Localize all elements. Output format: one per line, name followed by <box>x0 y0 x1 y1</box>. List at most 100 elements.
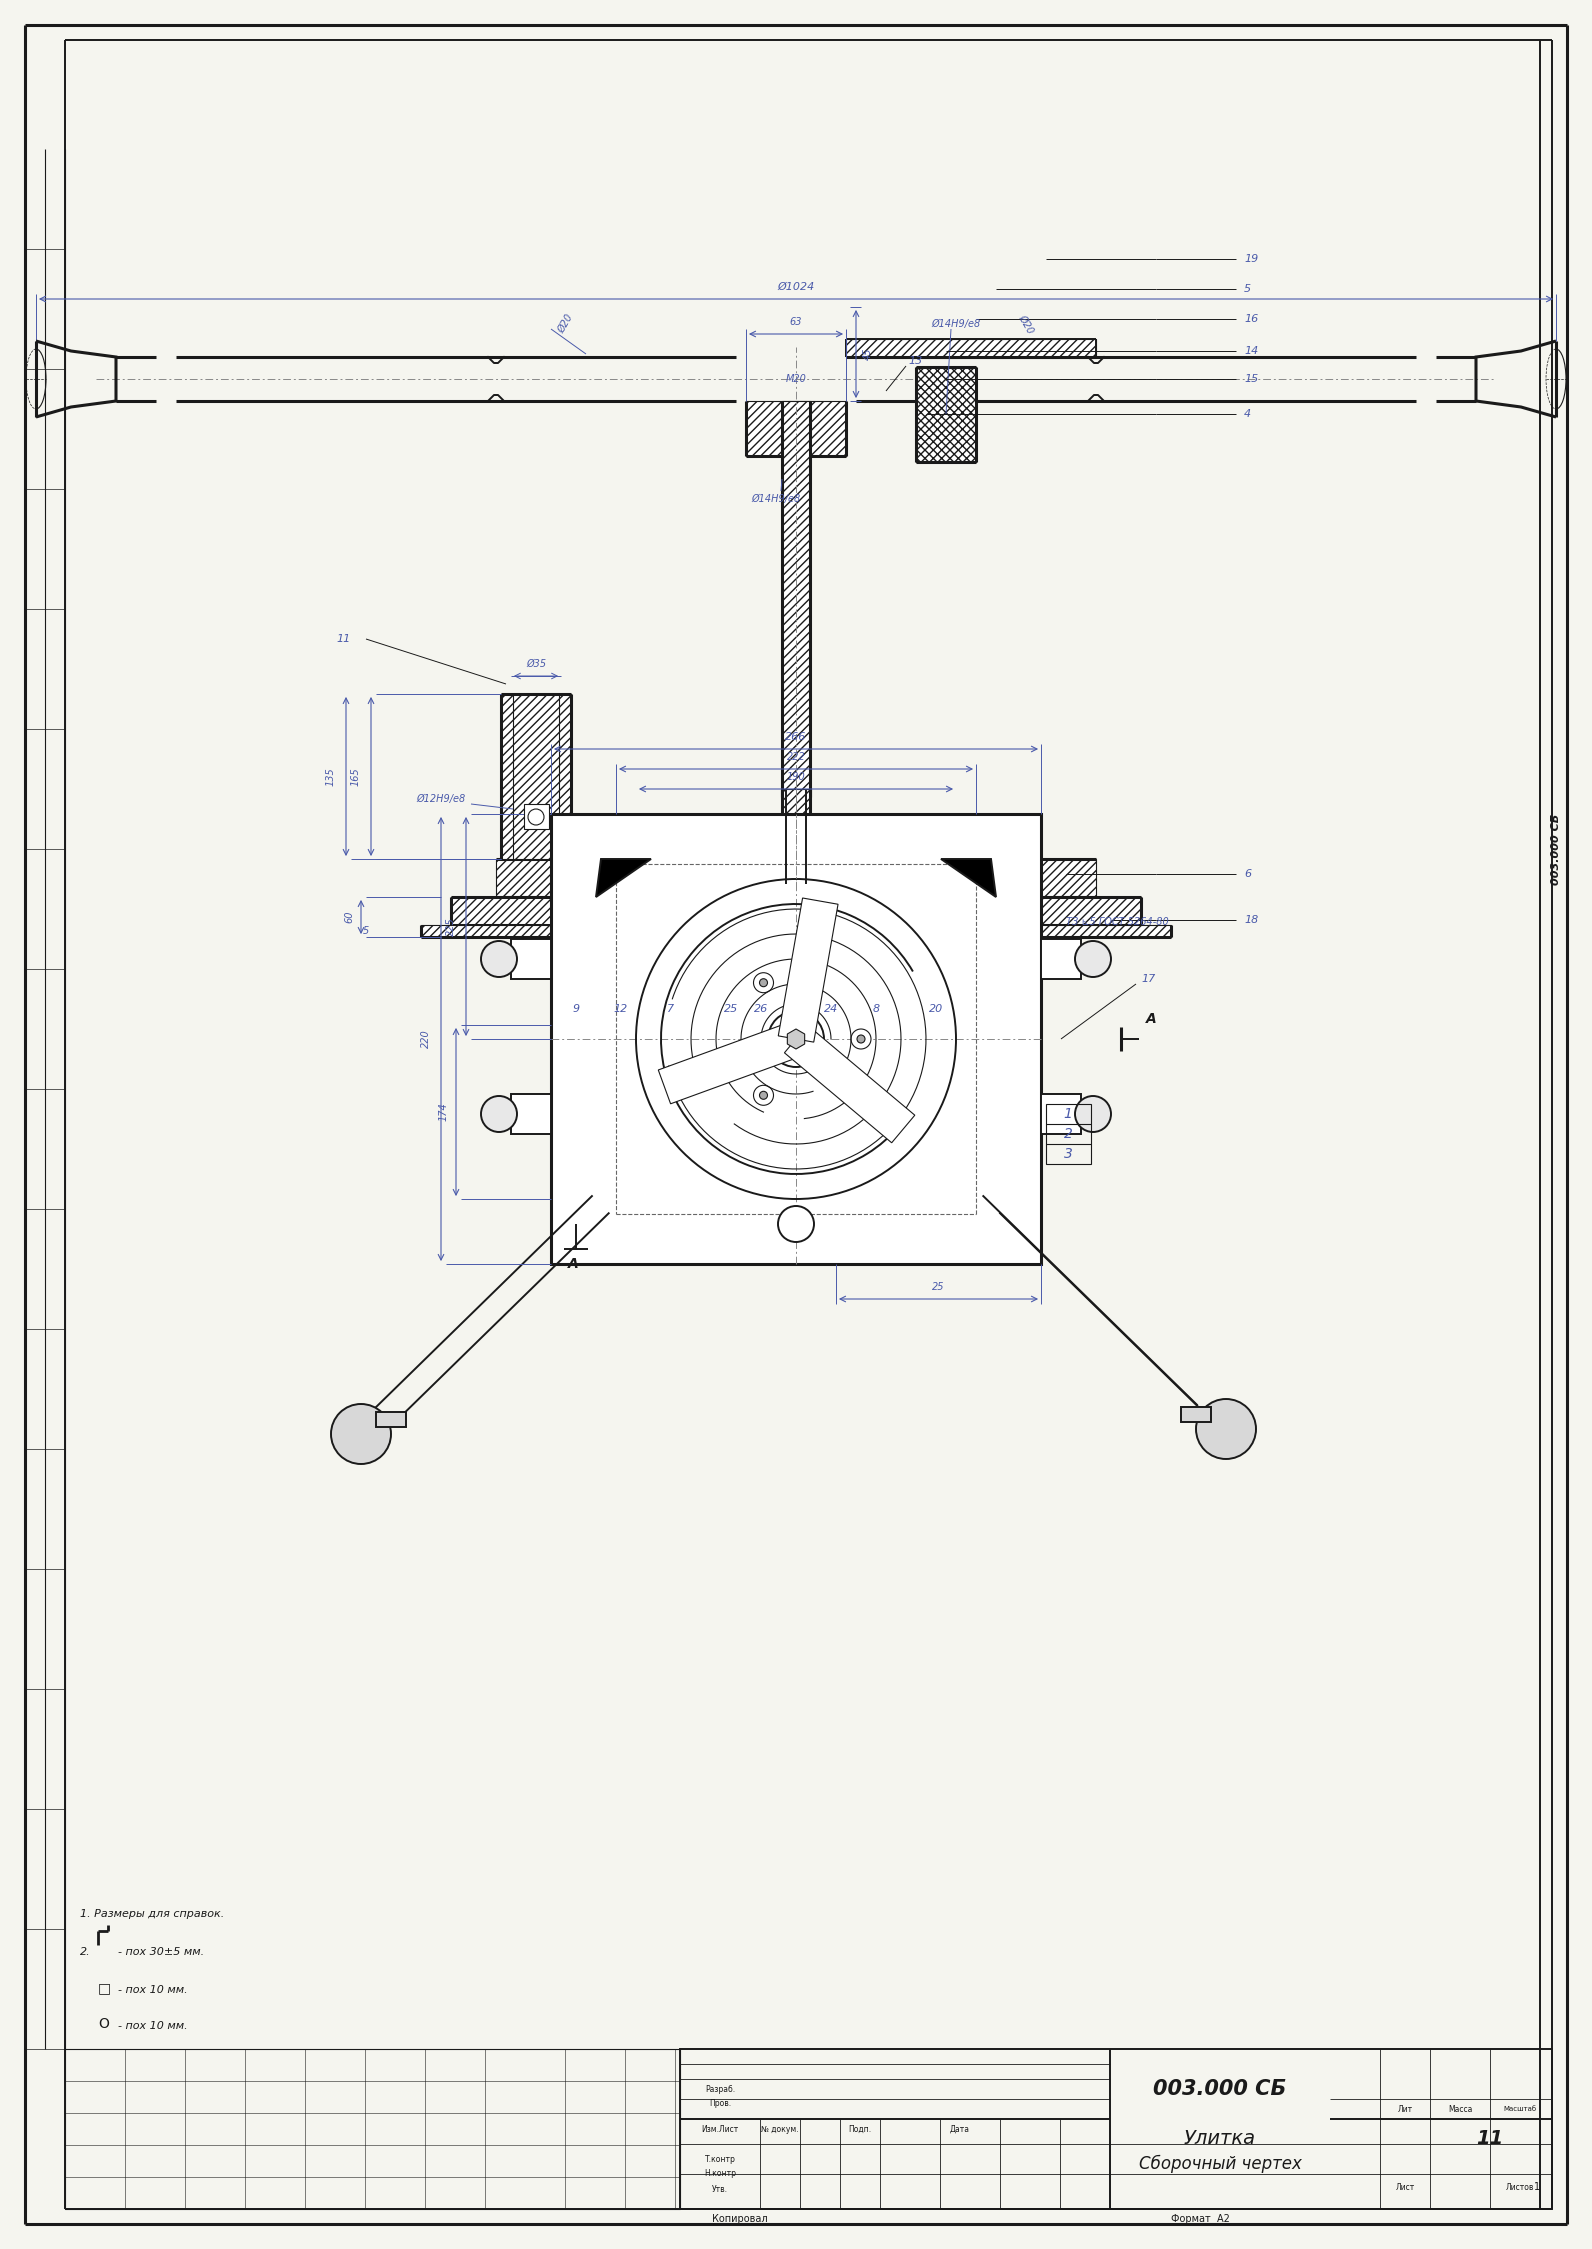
Text: Улитка: Улитка <box>1184 2130 1256 2148</box>
Text: 225: 225 <box>446 918 455 936</box>
Bar <box>747 400 845 457</box>
Text: Дата: Дата <box>950 2125 970 2134</box>
Text: 45: 45 <box>863 349 872 360</box>
Circle shape <box>481 1095 517 1131</box>
Text: Ø20: Ø20 <box>1017 313 1035 335</box>
Text: Н.контр: Н.контр <box>704 2170 736 2179</box>
Circle shape <box>331 1403 392 1464</box>
Bar <box>1041 940 1081 978</box>
Bar <box>1046 1104 1091 1165</box>
Polygon shape <box>595 859 651 897</box>
Text: Подп.: Подп. <box>849 2125 871 2134</box>
Bar <box>551 814 1041 1264</box>
Text: 13: 13 <box>909 355 923 367</box>
Text: 15: 15 <box>1243 373 1258 385</box>
Text: 14: 14 <box>1243 346 1258 355</box>
Text: 165: 165 <box>350 767 361 785</box>
Bar <box>782 400 810 940</box>
Text: 4: 4 <box>1243 409 1251 418</box>
Polygon shape <box>788 1030 804 1048</box>
Polygon shape <box>785 1026 915 1142</box>
Text: 63: 63 <box>790 317 802 326</box>
Circle shape <box>753 1086 774 1104</box>
Text: 17: 17 <box>1141 974 1156 985</box>
Text: Лист: Лист <box>1395 2182 1415 2191</box>
Bar <box>420 924 1172 938</box>
Bar <box>767 938 825 981</box>
Text: 26: 26 <box>755 1003 767 1014</box>
Text: Утв.: Утв. <box>712 2184 728 2193</box>
Text: Лит: Лит <box>1398 2105 1412 2114</box>
Bar <box>524 803 549 830</box>
Text: 135: 135 <box>326 767 336 785</box>
Text: - пох 10 мм.: - пох 10 мм. <box>118 1986 188 1995</box>
Circle shape <box>1075 940 1111 976</box>
Text: 16: 16 <box>1243 315 1258 324</box>
Text: 7: 7 <box>667 1003 675 1014</box>
Bar <box>65 2049 680 2209</box>
Circle shape <box>767 1012 825 1066</box>
Text: 190: 190 <box>786 771 806 783</box>
Circle shape <box>778 1205 814 1241</box>
Polygon shape <box>657 1021 802 1104</box>
Text: Ø35: Ø35 <box>525 659 546 668</box>
Text: 11: 11 <box>1476 2130 1503 2148</box>
Text: 220: 220 <box>420 1030 431 1048</box>
Circle shape <box>759 1091 767 1100</box>
Circle shape <box>856 1035 864 1044</box>
Text: A: A <box>568 1257 578 1271</box>
Text: 18: 18 <box>1243 915 1258 924</box>
Text: 12: 12 <box>615 1003 629 1014</box>
Circle shape <box>1196 1399 1256 1460</box>
Text: Копировал: Копировал <box>712 2213 767 2224</box>
Text: 1: 1 <box>1535 2182 1539 2193</box>
Bar <box>1041 1093 1081 1133</box>
Text: 266: 266 <box>785 731 807 742</box>
Bar <box>451 897 1141 924</box>
Bar <box>1181 1408 1212 1421</box>
Text: Изм.Лист: Изм.Лист <box>702 2125 739 2134</box>
Circle shape <box>759 978 767 987</box>
Text: O: O <box>99 2017 108 2031</box>
Text: Масштаб: Масштаб <box>1503 2105 1536 2112</box>
Text: 2: 2 <box>1063 1127 1073 1140</box>
Text: Ø20: Ø20 <box>557 313 575 335</box>
Text: 11: 11 <box>338 634 350 643</box>
Text: 222: 222 <box>786 751 806 762</box>
Text: 20: 20 <box>928 1003 942 1014</box>
Text: 9: 9 <box>573 1003 579 1014</box>
Circle shape <box>852 1030 871 1048</box>
Polygon shape <box>941 859 997 897</box>
Text: A: A <box>1146 1012 1156 1026</box>
Text: Листов: Листов <box>1506 2182 1535 2191</box>
Text: 2.: 2. <box>80 1948 91 1957</box>
Circle shape <box>753 974 774 992</box>
Text: Ø12Н9/е8: Ø12Н9/е8 <box>417 794 466 803</box>
Text: Масса: Масса <box>1447 2105 1473 2114</box>
Bar <box>845 340 1095 358</box>
Text: № докум.: № докум. <box>761 2125 799 2134</box>
Text: 174: 174 <box>439 1102 449 1122</box>
Text: Ø14Н9/е8: Ø14Н9/е8 <box>931 319 981 328</box>
Text: 5: 5 <box>363 927 369 936</box>
Bar <box>511 940 551 978</box>
Text: 8: 8 <box>872 1003 879 1014</box>
Text: 25: 25 <box>724 1003 739 1014</box>
Text: □: □ <box>99 1981 111 1995</box>
Text: Сборочный чертех: Сборочный чертех <box>1138 2155 1301 2173</box>
Text: M20: M20 <box>785 373 807 385</box>
Text: 1. Размеры для справок.: 1. Размеры для справок. <box>80 1909 224 1918</box>
Bar <box>376 1412 406 1428</box>
Circle shape <box>481 940 517 976</box>
Text: Ø1024: Ø1024 <box>777 281 815 292</box>
Text: 25: 25 <box>933 1282 944 1291</box>
Text: 60: 60 <box>344 911 353 924</box>
Text: - пох 30±5 мм.: - пох 30±5 мм. <box>118 1948 204 1957</box>
Bar <box>915 367 976 461</box>
Text: - пох 10 мм.: - пох 10 мм. <box>118 2022 188 2031</box>
Polygon shape <box>778 897 837 1041</box>
Text: ТЗ ⊾5 ГОСТ 5264-80: ТЗ ⊾5 ГОСТ 5264-80 <box>1067 918 1169 927</box>
Circle shape <box>529 810 544 825</box>
Text: Ø14Н9/е8: Ø14Н9/е8 <box>751 495 801 504</box>
Text: 003.000 СБ: 003.000 СБ <box>1153 2078 1286 2098</box>
